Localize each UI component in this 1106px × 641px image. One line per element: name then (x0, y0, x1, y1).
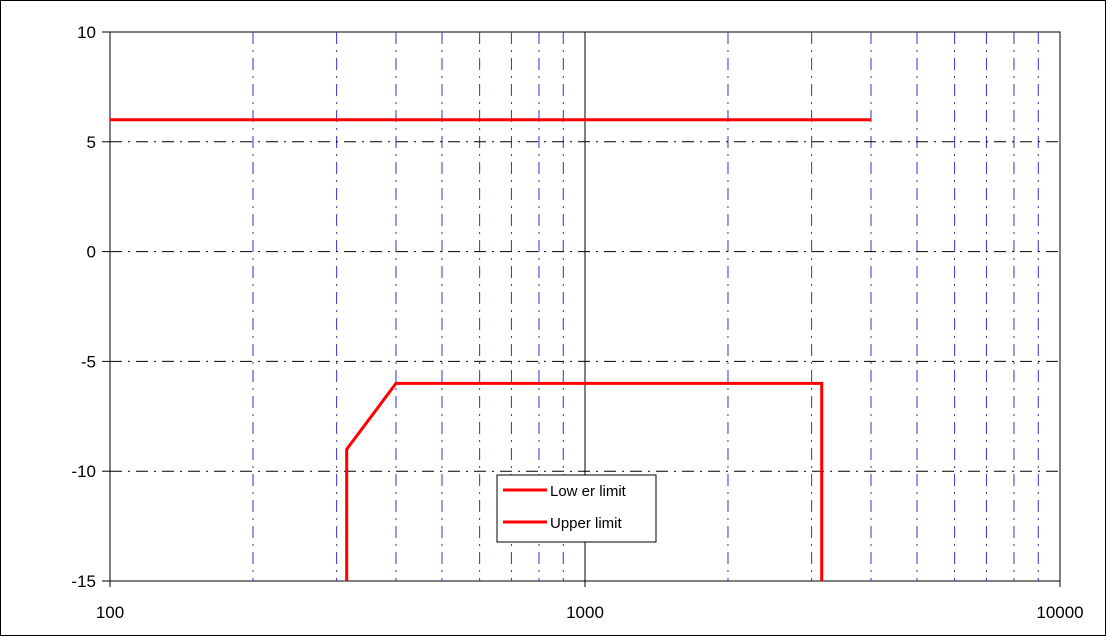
x-tick-label-100: 100 (96, 603, 124, 622)
legend-label-low-er-limit: Low er limit (550, 483, 627, 500)
series-layer (110, 118, 871, 581)
legend-label-upper-limit: Upper limit (550, 515, 623, 532)
x-tick-label-1000: 1000 (566, 603, 604, 622)
y-tick-label--5: -5 (81, 352, 96, 371)
legend-box (496, 474, 657, 543)
series-line-low-er-limit (345, 381, 824, 581)
y-tick-label-0: 0 (87, 243, 96, 262)
y-tick-label--15: -15 (71, 572, 96, 591)
y-tick-label-5: 5 (87, 133, 96, 152)
y-tick-label--10: -10 (71, 462, 96, 481)
x-tick-label-10000: 10000 (1036, 603, 1083, 622)
legend: Low er limit Upper limit (496, 474, 657, 543)
y-tick-label-10: 10 (77, 23, 96, 42)
